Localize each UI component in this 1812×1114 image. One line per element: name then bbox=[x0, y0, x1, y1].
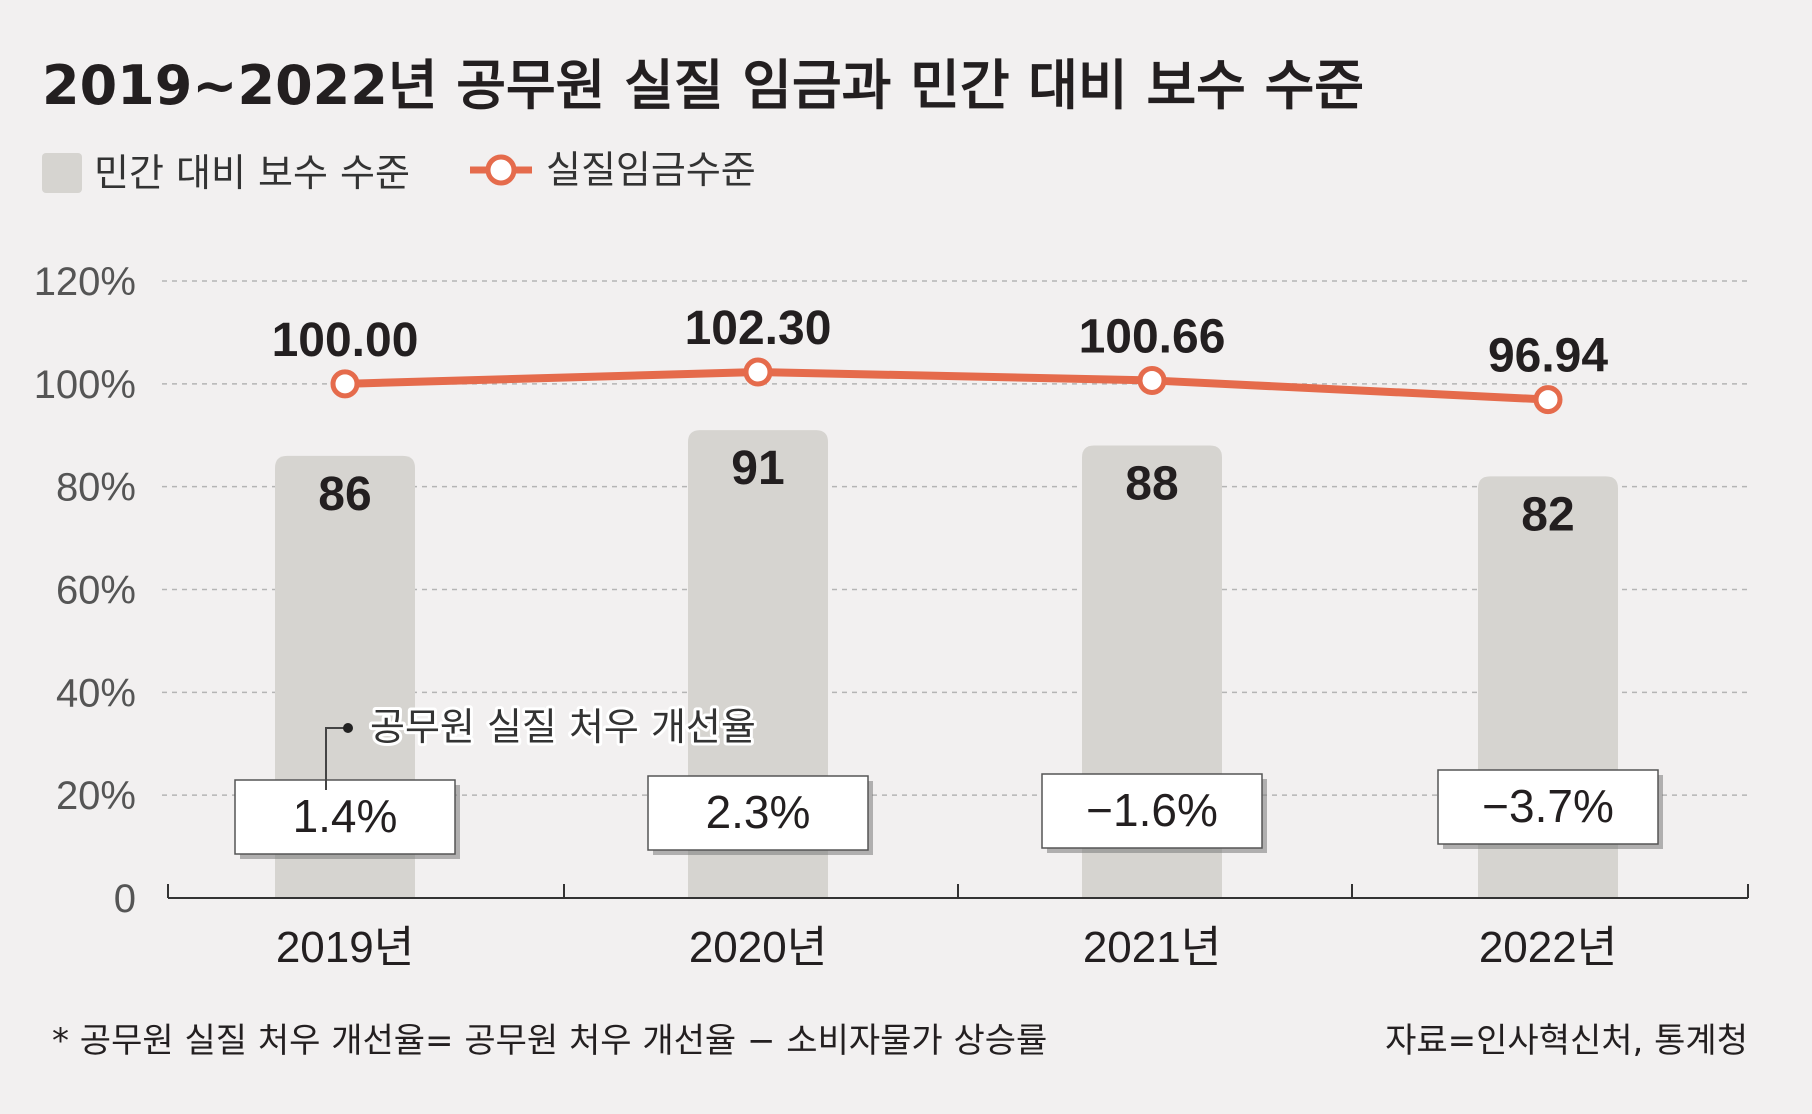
rate-box bbox=[1041, 773, 1263, 849]
callout-label: 공무원 실질 처우 개선율 bbox=[370, 705, 756, 749]
rate-box bbox=[647, 775, 869, 851]
x-category-label: 2020년 bbox=[689, 923, 827, 972]
bar-value-label: 82 bbox=[1521, 488, 1574, 541]
improvement-rate-boxes: 1.4% 2.3% −1.6% −3.7% bbox=[234, 769, 1663, 859]
legend: 민간 대비 보수 수준 실질임금수준 bbox=[42, 148, 756, 195]
y-tick-label: 20% bbox=[56, 774, 136, 818]
x-category-label: 2021년 bbox=[1083, 923, 1221, 972]
y-tick-label: 60% bbox=[56, 569, 136, 613]
source-credit: 자료=인사혁신처, 통계청 bbox=[1385, 1021, 1748, 1061]
line-point bbox=[743, 357, 773, 387]
rate-box bbox=[234, 779, 456, 855]
callout-dot bbox=[343, 723, 353, 733]
rate-value-label: −3.7% bbox=[1482, 780, 1614, 832]
bar-value-label: 88 bbox=[1125, 458, 1178, 511]
y-axis: 0 20% 40% 60% 80% 100% 120% bbox=[34, 260, 136, 921]
bar-value-label: 91 bbox=[731, 442, 784, 495]
footnote: * 공무원 실질 처우 개선율= 공무원 처우 개선율 − 소비자물가 상승률 bbox=[52, 1021, 1047, 1061]
callout: 공무원 실질 처우 개선율 bbox=[325, 702, 759, 790]
line-point bbox=[1137, 365, 1167, 395]
legend-bar-label: 민간 대비 보수 수준 bbox=[94, 151, 410, 195]
line-point bbox=[1533, 385, 1563, 415]
y-tick-label: 100% bbox=[34, 363, 136, 407]
x-category-label: 2022년 bbox=[1479, 923, 1617, 972]
line-point bbox=[330, 369, 360, 399]
line-path bbox=[344, 368, 1549, 404]
real-wage-line: 100.00 102.30 100.66 96.94 bbox=[272, 302, 1608, 415]
rate-value-label: 1.4% bbox=[293, 790, 398, 842]
line-value-label: 96.94 bbox=[1488, 330, 1608, 383]
y-tick-label: 40% bbox=[56, 671, 136, 715]
line-value-label: 102.30 bbox=[685, 302, 832, 355]
bar-value-label: 86 bbox=[318, 468, 371, 521]
y-tick-label: 80% bbox=[56, 466, 136, 510]
rate-value-label: −1.6% bbox=[1086, 784, 1218, 836]
legend-line-marker bbox=[485, 154, 517, 186]
legend-bar-swatch bbox=[42, 153, 82, 193]
line-value-label: 100.00 bbox=[272, 314, 419, 367]
legend-line-label: 실질임금수준 bbox=[546, 148, 756, 192]
callout-leader bbox=[325, 727, 346, 790]
y-tick-label: 120% bbox=[34, 260, 136, 304]
rate-value-label: 2.3% bbox=[706, 786, 811, 838]
x-category-label: 2019년 bbox=[276, 923, 414, 972]
rate-box bbox=[1437, 769, 1659, 845]
x-axis: 2019년 2020년 2021년 2022년 bbox=[167, 884, 1749, 972]
chart-title: 2019~2022년 공무원 실질 임금과 민간 대비 보수 수준 bbox=[42, 54, 1364, 117]
line-value-label: 100.66 bbox=[1079, 310, 1226, 363]
y-tick-label: 0 bbox=[114, 877, 136, 921]
